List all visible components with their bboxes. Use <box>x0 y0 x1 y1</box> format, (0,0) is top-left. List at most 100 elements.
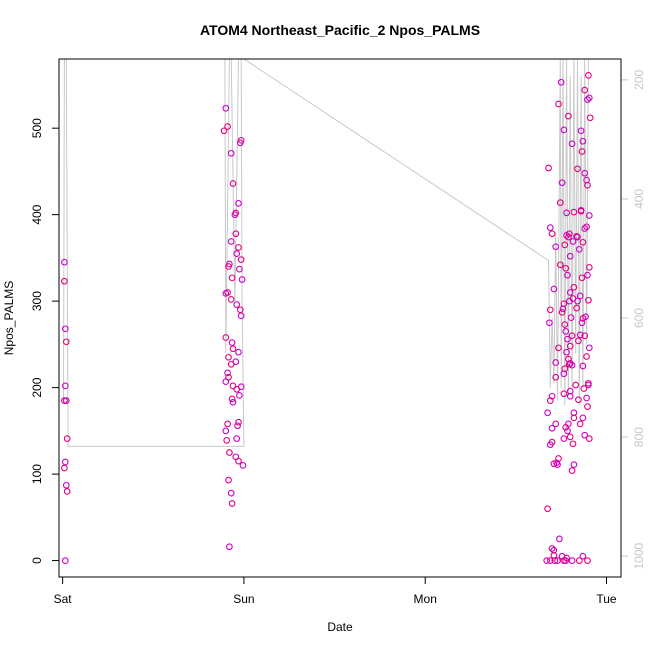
data-point <box>235 457 242 465</box>
data-point <box>546 319 553 327</box>
data-point <box>566 392 574 400</box>
y2-tick-label: 800 <box>632 427 646 447</box>
data-point <box>585 94 593 102</box>
data-point <box>239 462 247 469</box>
data-point <box>560 435 568 442</box>
data-point <box>564 427 571 435</box>
data-point <box>552 359 560 366</box>
data-point <box>567 314 575 321</box>
data-point <box>61 464 68 472</box>
data-point <box>560 390 568 398</box>
data-point <box>576 331 584 339</box>
y-tick-label: 0 <box>30 557 44 564</box>
data-point <box>62 338 70 346</box>
data-point <box>581 86 589 94</box>
data-point <box>579 315 587 322</box>
data-point <box>585 435 593 442</box>
data-point <box>234 422 241 430</box>
data-point <box>556 261 564 269</box>
data-point <box>225 353 232 361</box>
series-line <box>63 58 591 447</box>
data-point <box>566 252 574 260</box>
data-point <box>581 332 589 340</box>
data-point <box>585 296 592 304</box>
data-point <box>554 461 561 468</box>
data-point <box>586 114 594 122</box>
data-point <box>570 414 578 422</box>
data-point <box>568 467 576 474</box>
data-point <box>224 123 231 130</box>
data-point <box>579 238 587 246</box>
data-point <box>574 165 581 173</box>
data-point <box>555 344 562 352</box>
data-point <box>562 328 570 335</box>
data-point <box>585 381 592 389</box>
data-point <box>552 243 560 251</box>
data-point <box>580 385 588 392</box>
data-point <box>566 360 574 367</box>
data-point <box>585 212 593 219</box>
data-point <box>61 397 68 404</box>
data-point <box>577 207 585 215</box>
axes: Sat Sun Mon Tue 0 100 200 300 400 500 200 400 600 800… <box>30 70 646 606</box>
data-point <box>563 554 570 562</box>
data-point <box>573 304 580 312</box>
data-point <box>235 200 242 207</box>
data-point <box>566 433 574 441</box>
data-point <box>222 427 230 435</box>
data-point <box>569 238 577 245</box>
data-point <box>563 348 570 356</box>
data-point <box>577 127 585 135</box>
data-point <box>548 424 556 432</box>
data-point <box>585 72 592 79</box>
data-point <box>563 232 570 239</box>
connecting-line <box>63 58 591 447</box>
data-point <box>545 164 552 172</box>
x-axis-label: Date <box>327 620 353 634</box>
data-point <box>562 424 570 431</box>
data-point <box>558 309 566 316</box>
data-point <box>228 274 236 282</box>
data-points <box>61 72 594 564</box>
data-point <box>552 373 560 381</box>
data-point <box>579 414 587 422</box>
data-point <box>584 271 591 279</box>
data-point <box>546 397 554 404</box>
data-point <box>584 96 591 103</box>
data-point <box>572 381 580 389</box>
data-point <box>227 360 235 368</box>
data-point <box>570 283 578 291</box>
data-point <box>583 353 590 360</box>
data-point <box>225 263 232 270</box>
data-point <box>565 297 573 305</box>
data-point <box>543 557 551 564</box>
data-point <box>227 149 235 157</box>
data-point <box>236 139 244 147</box>
data-point <box>573 232 580 240</box>
data-point <box>568 332 576 340</box>
data-point <box>236 265 243 273</box>
data-point <box>235 244 242 251</box>
data-point <box>564 271 571 279</box>
data-point <box>61 458 69 466</box>
data-point <box>548 230 556 238</box>
data-point <box>227 296 235 303</box>
data-point <box>61 325 69 333</box>
data-point <box>229 345 237 353</box>
data-point <box>61 277 68 285</box>
data-point <box>568 361 576 369</box>
y-tick-label: 200 <box>30 377 44 397</box>
y-axis-label: Npos_PALMS <box>2 281 16 355</box>
data-point <box>558 179 566 187</box>
plot-frame <box>58 58 622 578</box>
data-point <box>568 140 576 148</box>
data-point <box>568 557 576 564</box>
data-point <box>235 348 242 356</box>
y2-tick-label: 600 <box>632 308 646 328</box>
data-point <box>570 208 578 216</box>
data-point <box>233 435 241 442</box>
y2-tick-label: 400 <box>632 189 646 209</box>
y-tick-label: 300 <box>30 291 44 311</box>
data-point <box>584 403 591 410</box>
data-point <box>570 461 578 468</box>
